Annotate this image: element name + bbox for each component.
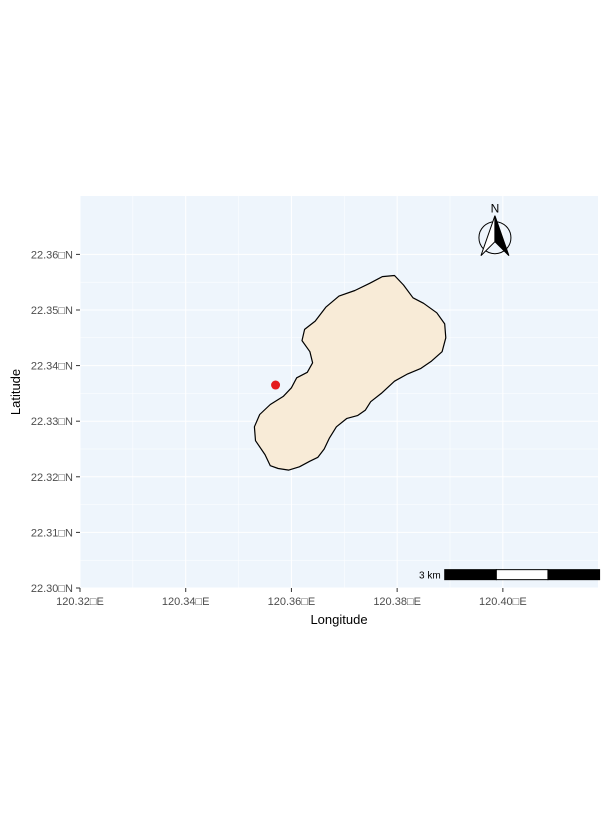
- grid-lines: [79, 196, 598, 589]
- x-tick-label: 120.34□E: [162, 596, 210, 608]
- scale-bar-segment: [444, 569, 497, 581]
- y-tick-label: 22.34□N: [31, 361, 73, 373]
- y-tick-label: 22.31□N: [31, 527, 73, 539]
- north-arrow-icon: N: [478, 202, 512, 257]
- y-tick-label: 22.33□N: [31, 416, 73, 428]
- x-axis-ticks: 120.32□E 120.34□E 120.36□E 120.38□E 120.40□E: [56, 588, 527, 608]
- x-tick-label: 120.38□E: [373, 596, 421, 608]
- x-tick-label: 120.32□E: [56, 596, 104, 608]
- y-axis-ticks: 22.30□N 22.31□N 22.32□N 22.33□N 22.34□N 22.35…: [31, 249, 80, 595]
- y-tick-label: 22.30□N: [31, 583, 73, 595]
- scale-bar-label: 3 km: [419, 571, 441, 582]
- scale-bar: 3 km: [419, 569, 601, 582]
- scale-bar-segment: [547, 569, 601, 581]
- north-arrow-right-half: [494, 215, 510, 257]
- north-arrow-label: N: [491, 202, 500, 216]
- scale-bar-segment: [495, 569, 549, 581]
- x-tick-label: 120.40□E: [479, 596, 527, 608]
- island-polygon: [253, 274, 447, 471]
- y-tick-label: 22.35□N: [31, 305, 73, 317]
- y-tick-label: 22.32□N: [31, 472, 73, 484]
- x-axis-title: Longitude: [310, 612, 367, 627]
- y-axis-title: Latitude: [8, 369, 23, 415]
- y-tick-label: 22.36□N: [31, 249, 73, 261]
- location-point: [271, 380, 281, 390]
- x-tick-label: 120.36□E: [268, 596, 316, 608]
